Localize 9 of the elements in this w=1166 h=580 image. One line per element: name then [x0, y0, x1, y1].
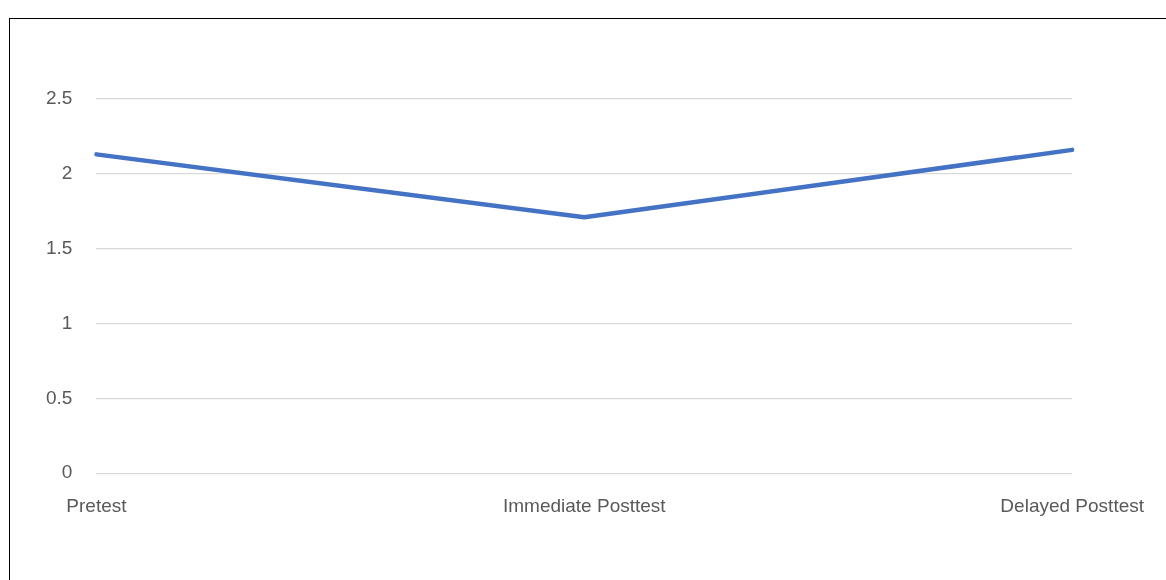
x-tick-label: Immediate Posttest [502, 494, 667, 516]
y-tick-label: 0.5 [45, 386, 73, 408]
y-tick-label: 0 [61, 461, 73, 483]
x-tick-label: Pretest [66, 494, 128, 516]
y-tick-label: 2 [61, 162, 73, 184]
x-tick-label: Delayed Posttest [1000, 494, 1145, 516]
y-tick-label: 2.5 [45, 87, 73, 109]
y-tick-label: 1.5 [45, 236, 73, 258]
y-tick-label: 1 [61, 311, 73, 333]
